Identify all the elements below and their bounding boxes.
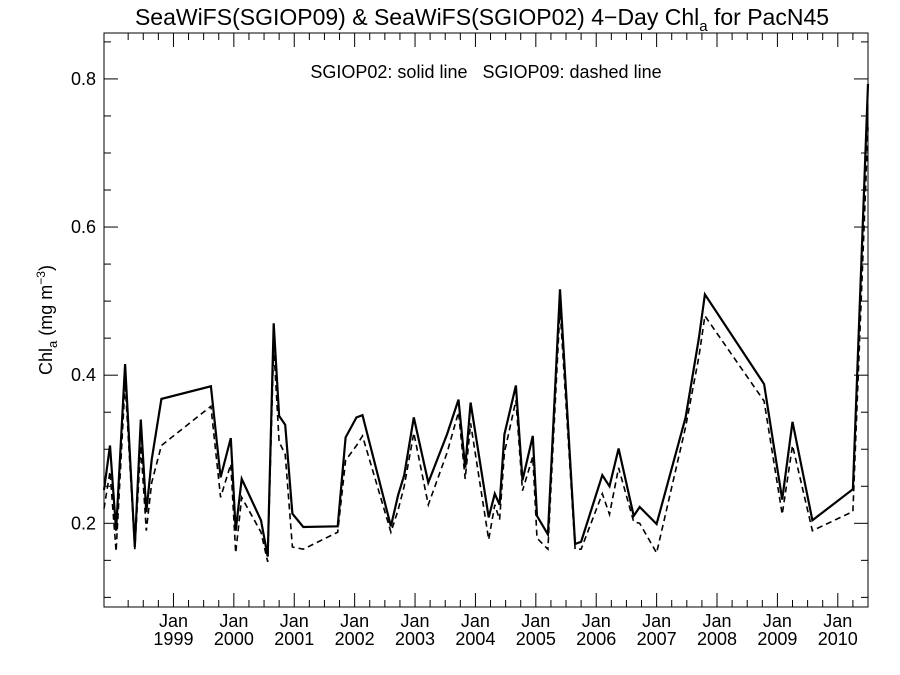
y-tick-label: 0.2: [71, 513, 96, 533]
x-tick-year-label: 2008: [697, 629, 737, 649]
y-tick-label: 0.8: [71, 69, 96, 89]
x-tick-month-label: Jan: [219, 611, 248, 631]
x-tick-year-label: 2004: [455, 629, 495, 649]
y-tick-label: 0.4: [71, 365, 96, 385]
x-tick-year-label: 2006: [576, 629, 616, 649]
x-tick-month-label: Jan: [702, 611, 731, 631]
x-tick-year-label: 1999: [153, 629, 193, 649]
x-tick-month-label: Jan: [642, 611, 671, 631]
x-tick-month-label: Jan: [582, 611, 611, 631]
plot-frame: [103, 32, 869, 608]
y-tick-label: 0.6: [71, 217, 96, 237]
x-tick-year-label: 2009: [757, 629, 797, 649]
y-tick-labels: 0.2 0.4 0.6 0.8: [71, 69, 96, 533]
x-tick-year-label: 2000: [214, 629, 254, 649]
x-tick-year-label: 2005: [516, 629, 556, 649]
x-tick-year-label: 2002: [335, 629, 375, 649]
series-layer: [102, 84, 870, 562]
chart-title: SeaWiFS(SGIOP09) & SeaWiFS(SGIOP02) 4−Da…: [135, 4, 829, 35]
sgiop02-solid-line: [102, 84, 870, 557]
x-tick-month-label: Jan: [159, 611, 188, 631]
x-tick-month-label: Jan: [763, 611, 792, 631]
x-tick-year-label: 2007: [637, 629, 677, 649]
x-tick-labels: Jan1999Jan2000Jan2001Jan2002Jan2003Jan20…: [153, 611, 857, 649]
legend-text: SGIOP02: solid line SGIOP09: dashed line: [310, 62, 661, 82]
axis-ticks: [104, 33, 868, 607]
x-tick-month-label: Jan: [401, 611, 430, 631]
x-tick-month-label: Jan: [461, 611, 490, 631]
x-tick-month-label: Jan: [823, 611, 852, 631]
x-tick-month-label: Jan: [340, 611, 369, 631]
x-tick-month-label: Jan: [280, 611, 309, 631]
x-tick-year-label: 2010: [818, 629, 858, 649]
sgiop09-dashed-line: [103, 127, 869, 562]
x-tick-year-label: 2001: [274, 629, 314, 649]
x-tick-month-label: Jan: [521, 611, 550, 631]
x-tick-year-label: 2003: [395, 629, 435, 649]
y-axis-label: Chla (mg m−3): [34, 265, 60, 375]
